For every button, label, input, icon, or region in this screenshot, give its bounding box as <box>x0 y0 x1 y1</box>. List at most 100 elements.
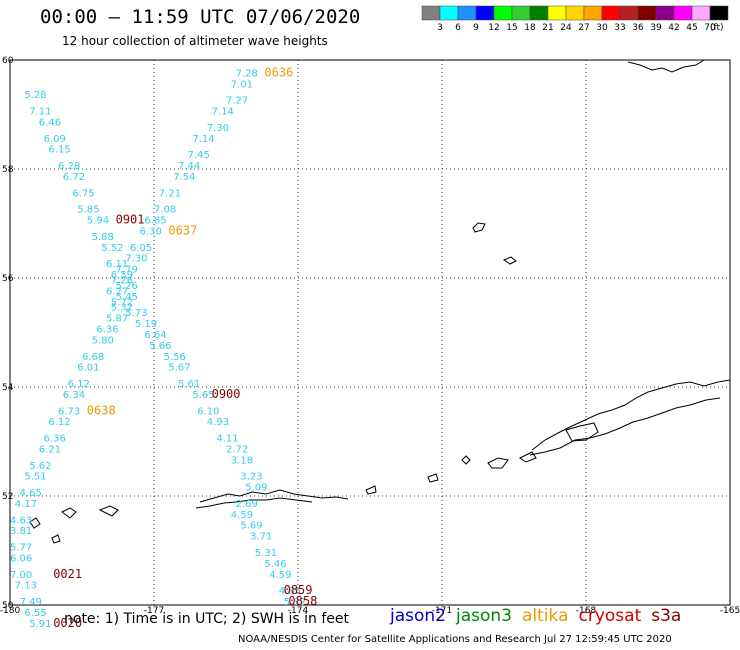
pribilof-island-2 <box>502 256 517 265</box>
swh-value: 4.85 <box>279 586 301 597</box>
lat-lon-grid <box>10 60 730 605</box>
swh-value: 5.09 <box>245 483 267 494</box>
legend-label: 70 <box>704 23 716 33</box>
swh-value: 6.21 <box>39 444 61 455</box>
swh-value: 7.79 <box>116 265 138 276</box>
swh-value: 5.56 <box>164 352 186 363</box>
satellite-s3a: s3a <box>651 606 682 626</box>
pass-time-label: 0900 <box>212 387 241 401</box>
swh-value: 5.67 <box>168 363 190 374</box>
units-note: note: 1) Time is in UTC; 2) SWH is in fe… <box>64 611 350 627</box>
pass-time-label: 0858 <box>288 594 317 608</box>
swh-value: 7.26 <box>111 275 133 286</box>
islet-a <box>461 455 471 465</box>
legend-label: 36 <box>632 23 644 33</box>
swh-value: 6.09 <box>44 134 66 145</box>
swh-value: 5.45 <box>116 292 138 303</box>
legend-swatch <box>655 5 675 21</box>
alaska-coast-north <box>627 59 705 73</box>
swh-value: 5.31 <box>255 548 277 559</box>
axis-labels: 60 58 56 54 52 50-180 -177 -174 -171 -168 -165 <box>0 56 740 616</box>
legend-label: 18 <box>524 23 536 33</box>
legend-swatch <box>511 5 531 21</box>
lat-label: 52 <box>2 492 13 502</box>
swh-value: 6.68 <box>82 352 104 363</box>
islet-c <box>365 485 377 495</box>
islet-b <box>427 473 439 483</box>
legend-label: 24 <box>560 23 572 33</box>
swh-value: 5.52 <box>101 243 123 254</box>
swh-value: 5.26 <box>116 281 138 292</box>
swh-value: 5.28 <box>24 90 46 101</box>
lat-label: 60 <box>2 56 14 66</box>
swh-value: 7.14 <box>212 107 234 118</box>
swh-value: 4.17 <box>15 499 37 510</box>
swh-value: 5.51 <box>24 472 46 483</box>
legend-swatch <box>691 5 711 21</box>
swh-value: 7.00 <box>10 570 32 581</box>
swh-value: 4.11 <box>216 434 238 445</box>
track-a: 7.287.017.277.147.307.147.457.447.547.21… <box>106 68 306 608</box>
swh-value: 7.30 <box>207 123 229 134</box>
swh-value: 6.75 <box>72 188 94 199</box>
pass-time-label: 0638 <box>87 403 116 417</box>
swh-value: 6.06 <box>10 553 32 564</box>
swh-value: 6.30 <box>140 226 162 237</box>
swh-value: 6.59 <box>111 270 133 281</box>
swh-value: 5.72 <box>111 297 133 308</box>
swh-value: 6.46 <box>39 117 61 128</box>
swh-value: 7.49 <box>20 597 42 608</box>
coastline <box>29 59 731 544</box>
swh-value: 6.72 <box>63 172 85 183</box>
legend-label: 33 <box>614 23 625 33</box>
legend-swatch <box>457 5 477 21</box>
legend-swatch <box>493 5 513 21</box>
legend-swatch <box>421 5 441 21</box>
swh-value: 6.12 <box>68 379 90 390</box>
swh-value: 6.73 <box>58 406 80 417</box>
color-legend: 3 6 9 12 15 18 21 24 27 30 33 36 39 42 45 70 <box>421 5 729 33</box>
swh-value: 5.87 <box>106 314 128 325</box>
islet-d <box>29 517 41 529</box>
legend-swatch <box>439 5 459 21</box>
alaska-peninsula <box>531 379 731 451</box>
lon-label: -168 <box>576 606 597 616</box>
legend-label: 15 <box>506 23 517 33</box>
pass-time-label: 0859 <box>284 583 313 597</box>
pass-time-label: 0637 <box>168 223 197 237</box>
swh-value: 5.62 <box>29 461 51 472</box>
swh-value: 6.11 <box>106 259 128 270</box>
legend-label: 21 <box>542 23 553 33</box>
swh-value: 4.93 <box>207 417 229 428</box>
swh-value: 7.01 <box>231 79 253 90</box>
lon-label: -171 <box>432 606 452 616</box>
andreanof-islands-s <box>195 497 313 509</box>
legend-label: 39 <box>650 23 662 33</box>
swh-value: 6.34 <box>63 390 85 401</box>
swh-value: 4.63 <box>10 515 32 526</box>
swh-value: 4.65 <box>20 488 42 499</box>
swh-value: 5.61 <box>178 379 200 390</box>
swh-value: 5.32 <box>284 597 306 608</box>
andreanof-islands <box>199 489 349 503</box>
map-frame <box>9 59 731 606</box>
near-islands <box>98 505 119 517</box>
swh-value: 6.05 <box>130 243 152 254</box>
swh-value: 7.08 <box>154 205 176 216</box>
swh-value: 2.69 <box>236 499 258 510</box>
swh-value: 5.19 <box>135 319 157 330</box>
swh-value: 3.23 <box>240 472 262 483</box>
lon-label: -180 <box>0 606 20 616</box>
pass-time-label: 0021 <box>53 567 82 581</box>
pass-time-label: 0901 <box>116 213 145 227</box>
legend-swatch <box>547 5 567 21</box>
lon-label: -177 <box>144 606 164 616</box>
swh-value: 7.11 <box>29 107 51 118</box>
legend-swatch <box>673 5 693 21</box>
legend-label: 42 <box>668 23 679 33</box>
pass-time-label: 0020 <box>53 616 82 630</box>
peninsula-south <box>529 397 721 456</box>
swh-value: 7.14 <box>192 134 214 145</box>
legend-swatch <box>637 5 657 21</box>
